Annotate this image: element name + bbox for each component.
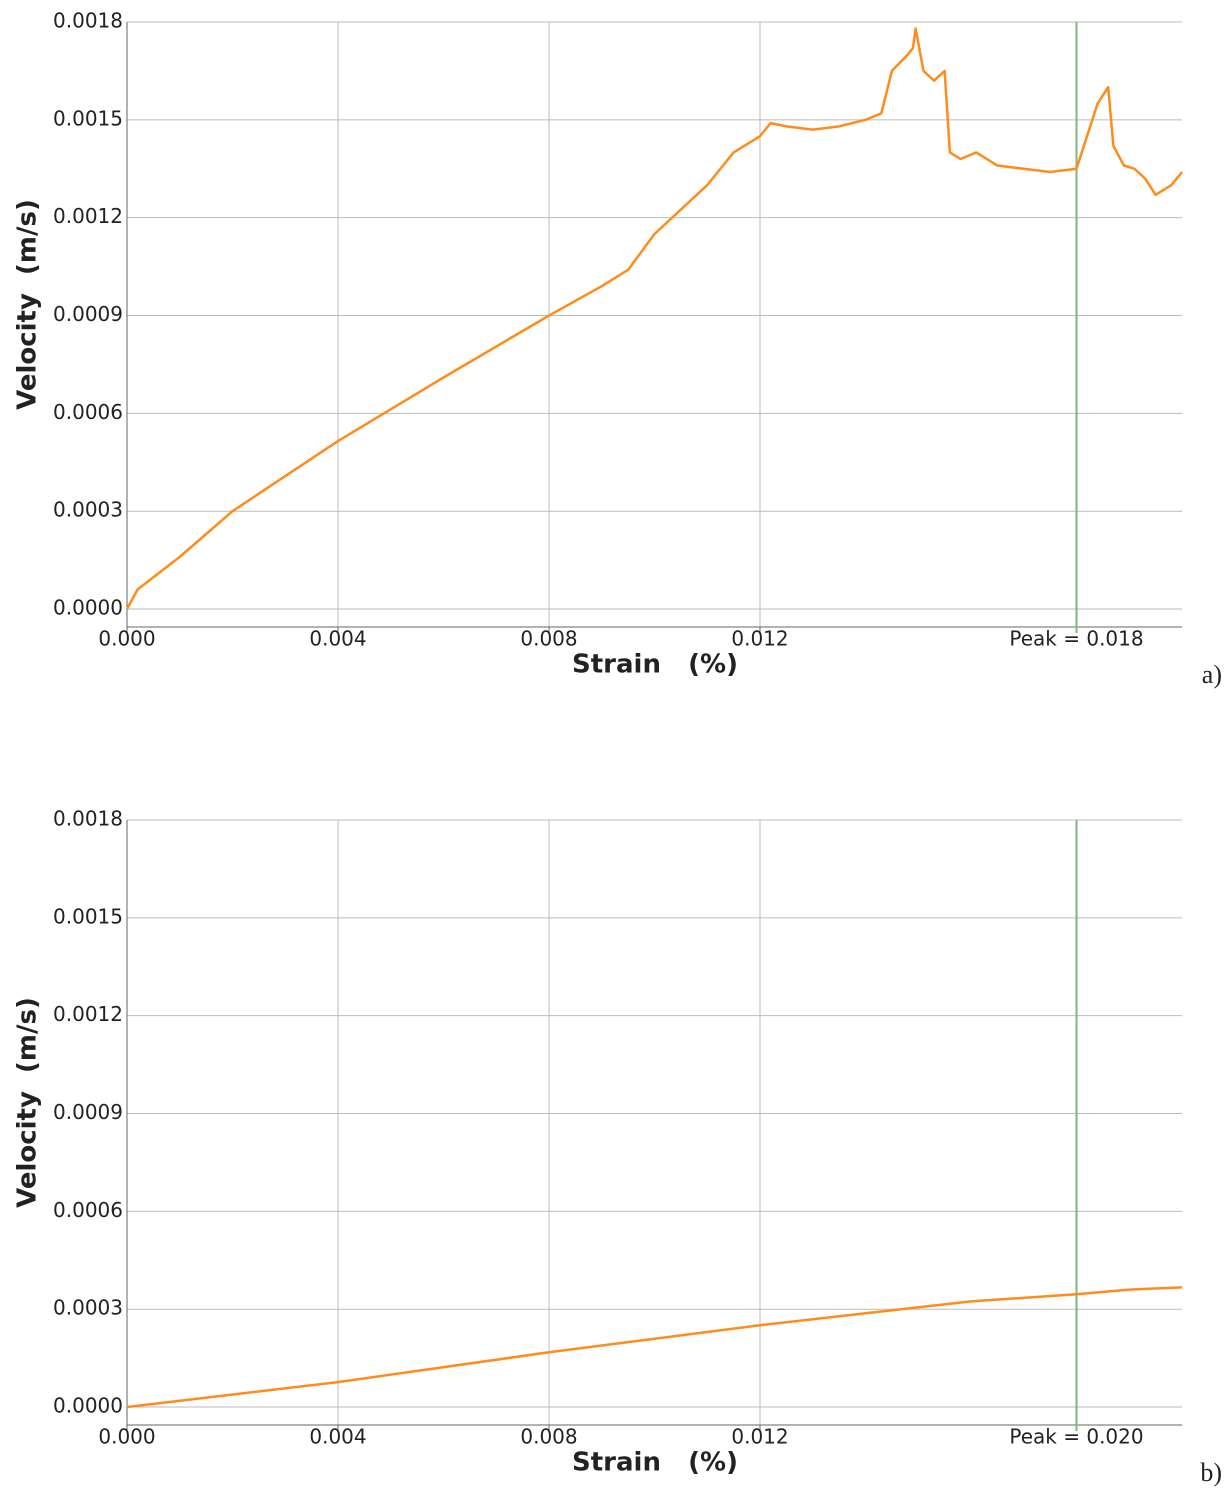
y-tick-label: 0.0015 [53,106,123,130]
peak-label: Peak = 0.018 [1009,627,1143,651]
x-tick-label: 0.008 [520,1425,577,1449]
y-tick-label: 0.0015 [53,904,123,928]
y-tick-label: 0.0000 [53,1394,123,1418]
y-axis-title: Velocity (m/s) [13,997,43,1208]
x-tick-label: 0.004 [309,627,366,651]
x-tick-label: 0.004 [309,1425,366,1449]
y-axis-title: Velocity (m/s) [13,199,43,410]
data-line [126,1286,1183,1409]
peak-label: Peak = 0.020 [1009,1425,1143,1449]
y-tick-label: 0.0009 [53,1100,123,1124]
y-tick-label: 0.0003 [53,1296,123,1320]
y-tick-label: 0.0000 [53,596,123,620]
x-tick-label: 0.008 [520,627,577,651]
x-tick-label: 0.000 [98,1425,155,1449]
y-tick-label: 0.0012 [53,1002,123,1026]
x-tick-label: 0.012 [731,627,788,651]
x-axis-title: Strain (%) [572,1448,738,1478]
panel-label: a) [1202,660,1222,689]
y-tick-label: 0.0006 [53,400,123,424]
y-tick-label: 0.0006 [53,1198,123,1222]
x-tick-label: 0.000 [98,627,155,651]
x-tick-label: 0.012 [731,1425,788,1449]
panel-label: b) [1200,1458,1222,1487]
x-axis-title: Strain (%) [572,650,738,680]
y-tick-label: 0.0018 [53,9,123,33]
y-tick-label: 0.0012 [53,204,123,228]
data-line [125,27,1183,610]
y-tick-label: 0.0003 [53,498,123,522]
y-tick-label: 0.0018 [53,807,123,831]
y-tick-label: 0.0009 [53,302,123,326]
